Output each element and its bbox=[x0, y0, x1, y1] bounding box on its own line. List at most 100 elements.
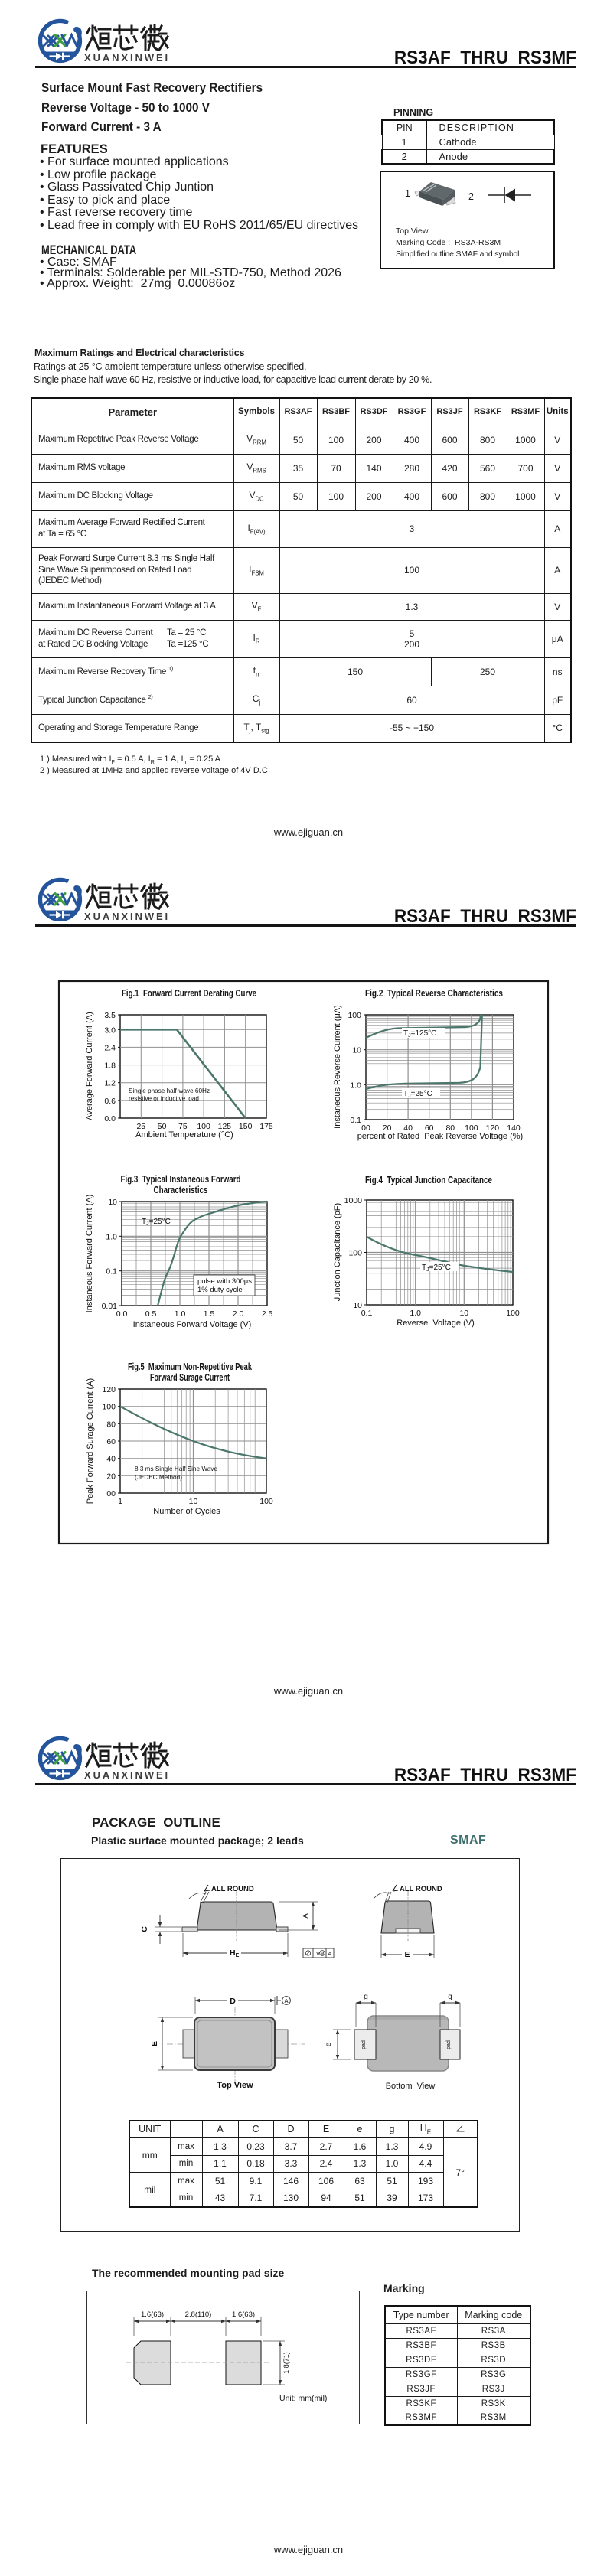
svg-text:pad: pad bbox=[446, 2040, 452, 2049]
svg-text:75: 75 bbox=[178, 1122, 188, 1131]
svg-text:Instaneous Forward Voltage (V): Instaneous Forward Voltage (V) bbox=[133, 1320, 252, 1329]
svg-text:2.5: 2.5 bbox=[262, 1309, 273, 1319]
svg-text:0.1: 0.1 bbox=[106, 1267, 117, 1277]
svg-text:Peak Forward Surage Current (A: Peak Forward Surage Current (A) bbox=[86, 1378, 95, 1504]
svg-text:Instaneous Reverse Current (μA: Instaneous Reverse Current (μA) bbox=[333, 1005, 342, 1129]
svg-text:Forward Surage Current: Forward Surage Current bbox=[150, 1371, 230, 1383]
svg-text:TJ=25°C: TJ=25°C bbox=[422, 1264, 451, 1273]
svg-text:Reverse Voltage (V): Reverse Voltage (V) bbox=[397, 1319, 475, 1328]
svg-text:ALL ROUND: ALL ROUND bbox=[211, 1885, 254, 1893]
svg-text:Top View: Top View bbox=[217, 2081, 253, 2090]
svg-text:0.5: 0.5 bbox=[145, 1309, 157, 1319]
svg-text:1000: 1000 bbox=[344, 1196, 363, 1205]
svg-text:1.5: 1.5 bbox=[204, 1309, 215, 1319]
svg-text:3.5: 3.5 bbox=[104, 1011, 116, 1020]
svg-text:V: V bbox=[316, 1950, 320, 1957]
svg-text:1% duty cycle: 1% duty cycle bbox=[197, 1286, 243, 1294]
svg-text:E: E bbox=[150, 2041, 159, 2046]
svg-text:120: 120 bbox=[486, 1123, 500, 1133]
svg-text:1.8: 1.8 bbox=[104, 1061, 116, 1071]
svg-text:40: 40 bbox=[403, 1123, 413, 1133]
svg-text:100: 100 bbox=[348, 1249, 362, 1258]
svg-text:40: 40 bbox=[106, 1455, 116, 1464]
svg-text:175: 175 bbox=[259, 1122, 273, 1131]
svg-text:1.2: 1.2 bbox=[104, 1079, 116, 1088]
svg-text:Junction Capacitance (pF): Junction Capacitance (pF) bbox=[333, 1203, 342, 1301]
svg-text:1.0: 1.0 bbox=[410, 1309, 421, 1318]
svg-text:Fig.4 Typical Junction Capaci: Fig.4 Typical Junction Capacitance bbox=[365, 1174, 492, 1185]
svg-text:Instaneous Forward Current (A): Instaneous Forward Current (A) bbox=[85, 1195, 94, 1313]
svg-text:TJ=25°C: TJ=25°C bbox=[142, 1218, 171, 1227]
svg-text:2.8(110): 2.8(110) bbox=[185, 2310, 212, 2319]
svg-text:g: g bbox=[364, 1993, 368, 2001]
svg-text:50: 50 bbox=[158, 1122, 167, 1131]
svg-text:Average Forward Current (A): Average Forward Current (A) bbox=[85, 1012, 94, 1120]
svg-text:(JEDEC Method): (JEDEC Method) bbox=[135, 1474, 182, 1481]
svg-text:0.1: 0.1 bbox=[361, 1309, 373, 1318]
svg-text:C: C bbox=[140, 1926, 149, 1932]
svg-text:1.6(63): 1.6(63) bbox=[141, 2310, 164, 2319]
svg-text:M: M bbox=[321, 1952, 325, 1957]
svg-text:0.1: 0.1 bbox=[350, 1116, 361, 1125]
svg-text:3.0: 3.0 bbox=[104, 1026, 116, 1035]
svg-text:100: 100 bbox=[506, 1309, 520, 1318]
svg-text:140: 140 bbox=[507, 1123, 521, 1133]
svg-text:60: 60 bbox=[425, 1123, 434, 1133]
svg-text:80: 80 bbox=[445, 1123, 455, 1133]
svg-text:8.3 ms Single Half Sine Wave: 8.3 ms Single Half Sine Wave bbox=[135, 1466, 217, 1472]
svg-text:A: A bbox=[302, 1913, 310, 1919]
svg-text:100: 100 bbox=[102, 1403, 116, 1412]
svg-text:Fig.1 Forward Current Deratin: Fig.1 Forward Current Derating Curve bbox=[122, 987, 256, 999]
svg-text:1.6(63): 1.6(63) bbox=[232, 2310, 255, 2319]
svg-text:0.01: 0.01 bbox=[102, 1302, 118, 1311]
svg-text:0.0: 0.0 bbox=[104, 1114, 116, 1123]
svg-text:Characteristics: Characteristics bbox=[154, 1184, 208, 1195]
svg-text:Fig.2 Typical Reverse Charact: Fig.2 Typical Reverse Characteristics bbox=[365, 987, 503, 999]
svg-text:E: E bbox=[404, 1950, 410, 1959]
svg-text:120: 120 bbox=[102, 1385, 116, 1394]
svg-text:20: 20 bbox=[106, 1472, 116, 1481]
svg-text:0.0: 0.0 bbox=[116, 1309, 128, 1319]
svg-text:100: 100 bbox=[465, 1123, 478, 1133]
svg-text:10: 10 bbox=[352, 1046, 361, 1055]
svg-text:1.0: 1.0 bbox=[106, 1232, 117, 1241]
svg-text:1: 1 bbox=[118, 1497, 122, 1506]
svg-text:Unit: mm(mil): Unit: mm(mil) bbox=[279, 2394, 327, 2403]
svg-text:1.0: 1.0 bbox=[175, 1309, 186, 1319]
svg-text:2.4: 2.4 bbox=[104, 1043, 116, 1052]
svg-text:10: 10 bbox=[108, 1198, 117, 1207]
svg-text:TJ=25°C: TJ=25°C bbox=[403, 1090, 432, 1099]
svg-text:Fig.3 Typical Instaneous Forw: Fig.3 Typical Instaneous Forward bbox=[121, 1173, 241, 1185]
svg-text:percent of Rated Peak Reverse: percent of Rated Peak Reverse Voltage (%… bbox=[357, 1132, 523, 1141]
svg-text:Fig.5 Maximum Non-Repetitive: Fig.5 Maximum Non-Repetitive Peak bbox=[128, 1361, 253, 1372]
svg-text:25: 25 bbox=[136, 1122, 145, 1131]
svg-text:D: D bbox=[230, 1997, 236, 2006]
svg-text:10: 10 bbox=[459, 1309, 468, 1318]
svg-text:1.0: 1.0 bbox=[350, 1081, 361, 1090]
svg-text:Bottom View: Bottom View bbox=[386, 2082, 436, 2091]
svg-text:A: A bbox=[284, 1997, 288, 2004]
svg-text:10: 10 bbox=[189, 1497, 198, 1506]
svg-text:pad: pad bbox=[361, 2040, 367, 2049]
svg-text:100: 100 bbox=[197, 1122, 210, 1131]
svg-text:00: 00 bbox=[106, 1489, 116, 1498]
svg-text:150: 150 bbox=[239, 1122, 253, 1131]
svg-text:125: 125 bbox=[218, 1122, 232, 1131]
svg-text:10: 10 bbox=[353, 1301, 362, 1310]
svg-text:g: g bbox=[448, 1993, 452, 2001]
svg-text:Single phase half-wave 60Hz: Single phase half-wave 60Hz bbox=[129, 1087, 210, 1094]
svg-text:Ambient Temperature (°C): Ambient Temperature (°C) bbox=[135, 1130, 233, 1140]
svg-text:Number of Cycles: Number of Cycles bbox=[153, 1507, 220, 1516]
svg-text:1.8(71): 1.8(71) bbox=[282, 2352, 290, 2374]
svg-text:00: 00 bbox=[361, 1123, 370, 1133]
svg-text:ALL ROUND: ALL ROUND bbox=[400, 1885, 442, 1893]
svg-text:100: 100 bbox=[259, 1497, 273, 1506]
svg-text:100: 100 bbox=[348, 1011, 361, 1020]
svg-text:TJ=125°C: TJ=125°C bbox=[403, 1029, 436, 1039]
svg-text:0.6: 0.6 bbox=[104, 1097, 116, 1106]
svg-text:80: 80 bbox=[106, 1420, 116, 1429]
svg-text:20: 20 bbox=[383, 1123, 392, 1133]
svg-text:A: A bbox=[328, 1950, 331, 1957]
svg-text:resistive or inductive load: resistive or inductive load bbox=[129, 1095, 199, 1102]
svg-text:e: e bbox=[325, 2042, 333, 2046]
